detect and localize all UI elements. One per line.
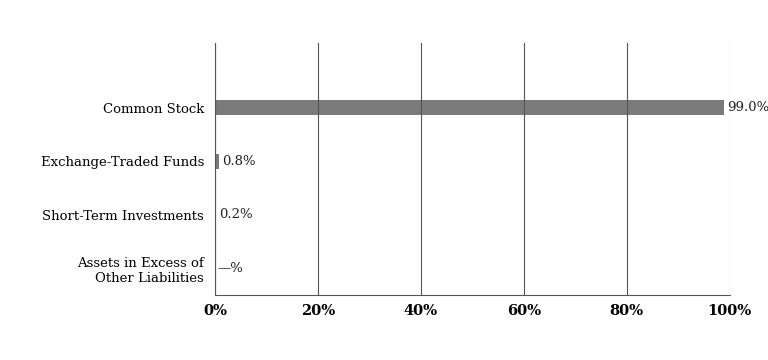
Text: 0.8%: 0.8%	[222, 155, 255, 168]
Text: 99.0%: 99.0%	[727, 101, 768, 114]
Bar	[215, 207, 216, 222]
Text: —%: —%	[217, 262, 243, 275]
Bar	[215, 100, 724, 115]
Bar	[215, 154, 219, 169]
Text: 0.2%: 0.2%	[219, 208, 252, 221]
